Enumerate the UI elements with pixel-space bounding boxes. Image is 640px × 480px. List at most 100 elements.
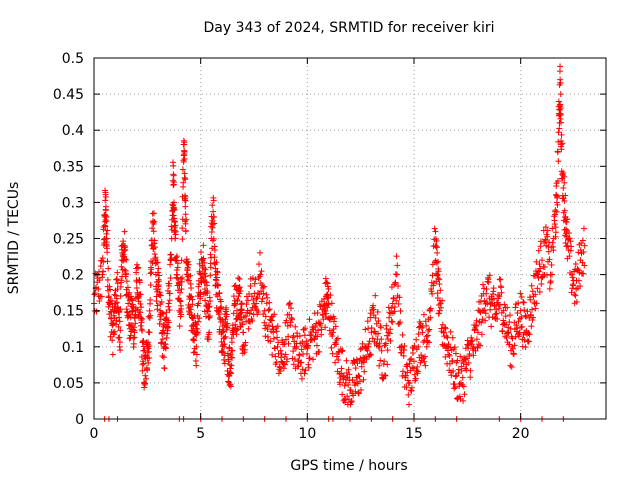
data-point	[252, 276, 259, 283]
data-point	[322, 275, 329, 282]
data-point	[446, 352, 453, 359]
data-point	[478, 331, 485, 338]
data-point	[422, 362, 429, 369]
data-point	[406, 401, 413, 408]
data-point	[552, 229, 559, 236]
data-point	[452, 350, 459, 357]
data-point	[132, 320, 139, 327]
data-point	[266, 306, 273, 313]
data-point	[115, 323, 122, 330]
data-point	[228, 370, 235, 377]
data-point	[356, 378, 363, 385]
data-point	[118, 263, 125, 270]
data-point	[439, 297, 446, 304]
data-point	[546, 239, 553, 246]
x-axis-label: GPS time / hours	[290, 458, 407, 474]
data-point	[353, 356, 360, 363]
data-point	[433, 243, 440, 250]
data-point	[213, 259, 220, 266]
data-point	[178, 311, 185, 318]
data-point	[296, 352, 303, 359]
data-point	[205, 336, 212, 343]
data-point	[221, 335, 228, 342]
data-point	[384, 347, 391, 354]
data-point	[567, 238, 574, 245]
data-point	[163, 314, 170, 321]
data-point	[466, 351, 473, 358]
data-point	[507, 362, 514, 369]
data-point	[195, 300, 202, 307]
data-point	[195, 283, 202, 290]
data-point	[545, 248, 552, 255]
data-point	[360, 376, 367, 383]
data-point	[345, 366, 352, 373]
data-point	[529, 306, 536, 313]
data-point	[290, 332, 297, 339]
data-point	[427, 305, 434, 312]
data-point	[535, 247, 542, 254]
data-point	[136, 279, 143, 286]
data-point	[211, 247, 218, 254]
data-point	[163, 309, 170, 316]
data-point	[473, 323, 480, 330]
data-point	[170, 212, 177, 219]
data-point	[543, 272, 550, 279]
data-point	[577, 283, 584, 290]
data-point	[451, 344, 458, 351]
data-point	[237, 306, 244, 313]
data-point	[138, 319, 145, 326]
data-point	[253, 295, 260, 302]
data-point	[467, 367, 474, 374]
data-point	[190, 349, 197, 356]
data-point	[305, 342, 312, 349]
data-point	[520, 299, 527, 306]
data-point	[300, 326, 307, 333]
data-point	[546, 256, 553, 263]
data-point	[284, 355, 291, 362]
data-point	[116, 318, 123, 325]
data-point	[393, 271, 400, 278]
data-point	[263, 291, 270, 298]
data-point	[384, 361, 391, 368]
data-point	[254, 289, 261, 296]
data-point	[123, 271, 129, 278]
data-point	[269, 323, 276, 330]
data-point	[357, 346, 364, 353]
data-point	[547, 279, 554, 286]
data-point	[138, 326, 145, 333]
data-point	[174, 275, 181, 282]
data-point	[122, 246, 129, 253]
data-point	[114, 269, 121, 276]
data-point	[487, 306, 494, 313]
data-point	[352, 365, 359, 372]
data-point	[159, 353, 166, 360]
data-point	[502, 313, 509, 320]
data-point	[173, 257, 180, 264]
data-point	[411, 358, 417, 365]
data-point	[541, 264, 548, 271]
data-point	[113, 317, 120, 324]
data-point	[250, 296, 257, 303]
data-point	[430, 282, 437, 289]
data-point	[301, 332, 308, 339]
data-point	[188, 285, 195, 292]
data-point	[528, 323, 535, 330]
data-point	[180, 158, 187, 165]
data-point	[580, 270, 587, 277]
data-point	[223, 304, 230, 311]
data-point	[477, 342, 484, 349]
data-point	[112, 292, 119, 299]
data-point	[137, 322, 144, 329]
data-point	[255, 308, 262, 315]
data-point	[123, 256, 130, 263]
data-point	[105, 265, 112, 272]
y-tick-label: 0.3	[62, 195, 84, 211]
data-point	[568, 243, 575, 250]
data-point	[117, 327, 124, 334]
data-point	[150, 217, 157, 224]
data-point	[218, 303, 225, 310]
data-point	[355, 389, 362, 396]
data-point	[322, 313, 329, 320]
data-point	[579, 237, 586, 244]
